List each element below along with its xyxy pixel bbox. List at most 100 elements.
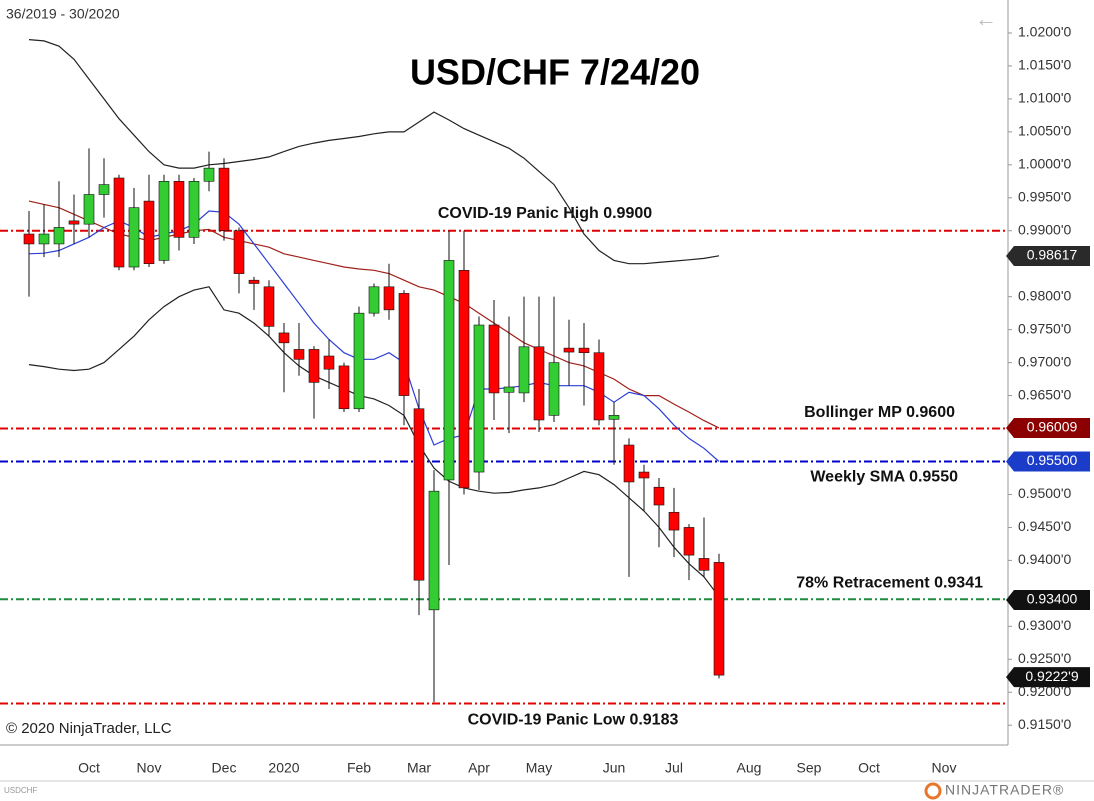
candle-body xyxy=(413,408,425,581)
level-label: 78% Retracement 0.9341 xyxy=(796,575,983,592)
candle-body xyxy=(38,233,50,245)
candle-body xyxy=(653,486,665,506)
x-tick-label: Oct xyxy=(78,760,100,776)
x-tick-label: May xyxy=(526,760,552,776)
candle-body xyxy=(713,562,725,676)
level-label: Bollinger MP 0.9600 xyxy=(804,404,955,421)
candle-body xyxy=(143,200,155,265)
candle-body xyxy=(263,286,275,327)
y-tick-label: 0.9800'0 xyxy=(1018,287,1071,303)
y-tick-label: 1.0150'0 xyxy=(1018,57,1071,73)
chart-title: USD/CHF 7/24/20 xyxy=(410,52,700,93)
y-tick-label: 1.0000'0 xyxy=(1018,156,1071,172)
y-tick-label: 0.9450'0 xyxy=(1018,518,1071,534)
candle-body xyxy=(338,365,350,410)
candle-body xyxy=(68,220,80,225)
candle-body xyxy=(188,181,200,238)
x-tick-label: Mar xyxy=(407,760,431,776)
y-tick-label: 1.0100'0 xyxy=(1018,90,1071,106)
candle-body xyxy=(158,181,170,261)
candle-body xyxy=(353,312,365,410)
indicator-line xyxy=(28,286,720,598)
y-tick-label: 0.9150'0 xyxy=(1018,716,1071,732)
y-tick-label: 0.9250'0 xyxy=(1018,650,1071,666)
candle-body xyxy=(218,167,230,232)
candle-body xyxy=(323,355,335,370)
price-marker-label: 0.93400 xyxy=(1027,591,1078,607)
x-tick-label: Nov xyxy=(137,760,162,776)
copyright: © 2020 NinjaTrader, LLC xyxy=(6,720,172,737)
price-marker xyxy=(1006,246,1090,267)
candle-body xyxy=(533,346,545,421)
brand: NINJATRADER® xyxy=(945,782,1064,798)
candle-body xyxy=(668,511,680,531)
candle-body xyxy=(473,324,485,473)
level-label: COVID-19 Panic High 0.9900 xyxy=(438,205,652,222)
y-tick-label: 0.9650'0 xyxy=(1018,386,1071,402)
candle-body xyxy=(623,444,635,483)
candle-body xyxy=(293,349,305,360)
x-tick-label: Apr xyxy=(468,760,490,776)
candle-body xyxy=(683,527,695,556)
level-label: Weekly SMA 0.9550 xyxy=(810,469,958,486)
price-marker xyxy=(1006,589,1090,610)
level-label: COVID-19 Panic Low 0.9183 xyxy=(468,712,679,729)
candle-body xyxy=(488,324,500,394)
x-tick-label: Jul xyxy=(665,760,683,776)
candle-body xyxy=(428,490,440,611)
candle-body xyxy=(278,332,290,344)
y-tick-label: 0.9950'0 xyxy=(1018,188,1071,204)
candle-body xyxy=(98,184,110,195)
symbol: USDCHF xyxy=(4,786,37,795)
brand-icon xyxy=(924,782,942,800)
x-tick-label: Dec xyxy=(212,760,237,776)
price-marker-label: 0.96009 xyxy=(1027,419,1078,435)
y-tick-label: 0.9900'0 xyxy=(1018,221,1071,237)
price-marker xyxy=(1006,451,1090,472)
candle-body xyxy=(548,362,560,416)
candle-body xyxy=(638,471,650,479)
candle-body xyxy=(248,279,260,284)
candle-body xyxy=(698,558,710,571)
y-tick-label: 0.9300'0 xyxy=(1018,617,1071,633)
candle-body xyxy=(308,349,320,383)
y-tick-label: 1.0050'0 xyxy=(1018,123,1071,139)
candle-body xyxy=(53,227,65,245)
candle-body xyxy=(578,347,590,354)
candle-body xyxy=(608,415,620,420)
y-tick-label: 0.9750'0 xyxy=(1018,320,1071,336)
candle-body xyxy=(383,286,395,311)
x-tick-label: Feb xyxy=(347,760,371,776)
x-tick-label: Sep xyxy=(797,760,822,776)
price-marker-label: 0.9222'9 xyxy=(1025,668,1078,684)
candle-body xyxy=(593,352,605,421)
y-tick-label: 0.9500'0 xyxy=(1018,485,1071,501)
plot-layer: COVID-19 Panic High 0.9900 Bollinger MP 0… xyxy=(0,39,1008,729)
x-tick-label: 2020 xyxy=(268,760,299,776)
candle-body xyxy=(203,167,215,182)
candle-body xyxy=(503,386,515,393)
candle-body xyxy=(128,207,140,268)
candle-body xyxy=(173,181,185,238)
back-arrow[interactable]: ← xyxy=(975,6,997,31)
y-tick-label: 0.9400'0 xyxy=(1018,551,1071,567)
x-tick-label: Jun xyxy=(603,760,626,776)
candle-body xyxy=(458,270,470,489)
price-marker-label: 0.98617 xyxy=(1027,247,1078,263)
x-tick-label: Aug xyxy=(737,760,762,776)
candle-body xyxy=(398,293,410,396)
price-marker xyxy=(1006,667,1090,688)
date-range: 36/2019 - 30/2020 xyxy=(6,6,120,22)
y-tick-label: 0.9700'0 xyxy=(1018,353,1071,369)
x-tick-label: Oct xyxy=(858,760,880,776)
candle-body xyxy=(23,233,35,245)
x-tick-label: Nov xyxy=(932,760,957,776)
candle-body xyxy=(443,260,455,481)
candle-body xyxy=(368,286,380,314)
candle-body xyxy=(518,346,530,394)
candle-body xyxy=(563,347,575,353)
candle-body xyxy=(83,194,95,225)
candle-body xyxy=(233,230,245,274)
